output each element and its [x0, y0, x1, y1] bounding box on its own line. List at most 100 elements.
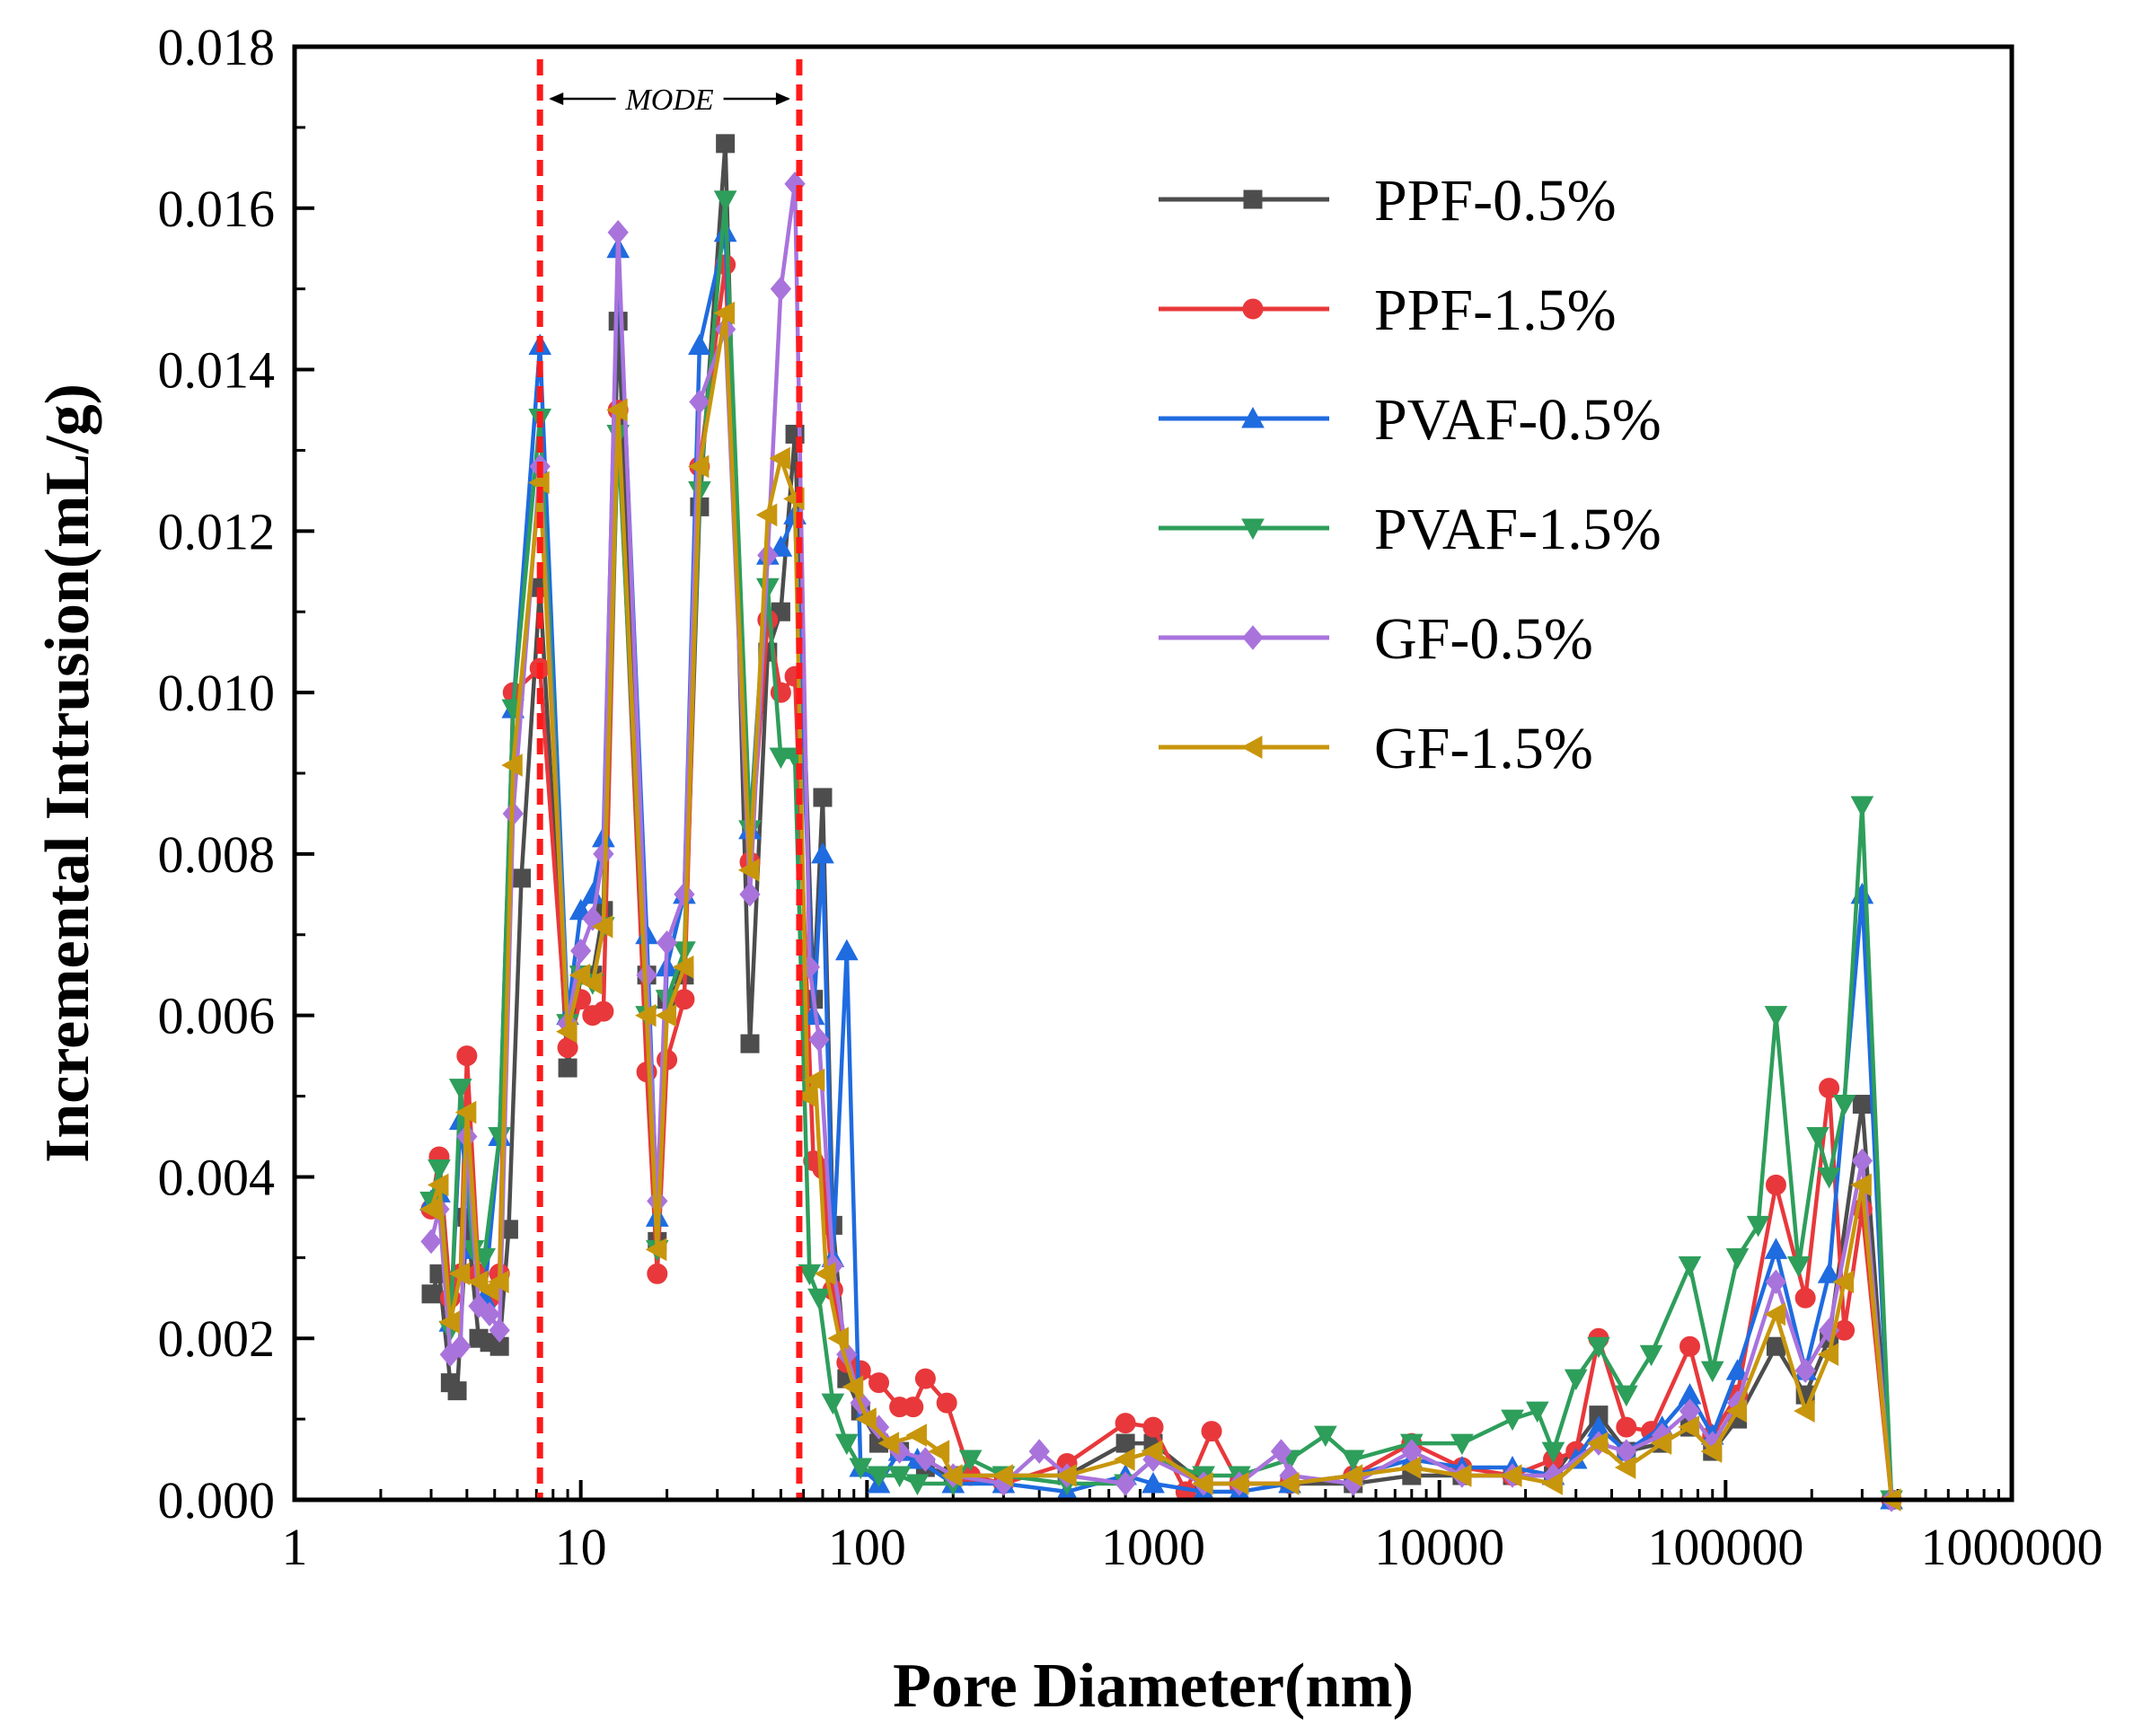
data-point [1055, 1464, 1077, 1487]
data-point [456, 1045, 478, 1067]
y-tick-label: 0.000 [158, 1471, 276, 1529]
data-point [1850, 1173, 1872, 1197]
legend-item: GF-1.5% [1159, 716, 1593, 781]
data-point [674, 989, 695, 1010]
data-point [737, 859, 760, 882]
y-tick-label: 0.004 [158, 1148, 276, 1206]
mode-label: MODE [624, 84, 713, 117]
y-tick-label: 0.018 [158, 18, 276, 76]
data-point [689, 389, 710, 415]
data-point [849, 1458, 873, 1480]
data-point [687, 454, 710, 479]
legend-item: PVAF-0.5% [1159, 387, 1662, 453]
series-line [428, 262, 1894, 1501]
series-line [428, 311, 1894, 1501]
y-axis-title: Incremental Intrusion(mL/g) [33, 383, 102, 1163]
data-point [1142, 1471, 1165, 1494]
data-point [420, 1229, 442, 1255]
data-point [1765, 1269, 1787, 1295]
data-point [814, 1262, 836, 1286]
data-point [740, 1034, 760, 1053]
data-point [739, 882, 761, 907]
data-point [1850, 796, 1874, 817]
x-tick-label: 100 [828, 1518, 906, 1576]
data-point [834, 1433, 859, 1456]
data-point [1725, 1247, 1750, 1270]
data-point [755, 503, 778, 527]
data-point [1725, 1359, 1750, 1380]
data-point [1587, 1336, 1610, 1359]
data-point [1141, 1440, 1163, 1463]
data-point [1764, 1006, 1788, 1027]
data-point [887, 1466, 912, 1488]
data-point [827, 1326, 849, 1351]
data-point [1614, 1385, 1638, 1407]
series-GF-1.5% [419, 301, 1901, 1511]
data-point [1314, 1425, 1337, 1448]
data-point [1700, 1440, 1723, 1463]
data-point [855, 1407, 877, 1431]
legend-label: GF-0.5% [1374, 606, 1593, 672]
data-point [807, 1288, 831, 1310]
data-point [1819, 1078, 1840, 1099]
data-point [1115, 1471, 1136, 1496]
mode-arrowhead-left [549, 93, 564, 105]
data-point [1786, 1256, 1811, 1278]
data-point [1270, 1439, 1292, 1464]
y-tick-label: 0.012 [158, 502, 276, 560]
y-tick-label: 0.016 [158, 180, 276, 238]
data-point [1806, 1127, 1829, 1149]
data-point [1028, 1439, 1050, 1464]
data-point [821, 1393, 845, 1415]
data-point [992, 1464, 1013, 1487]
data-point [454, 1100, 477, 1124]
data-point [808, 1027, 830, 1053]
data-point [656, 930, 678, 956]
data-point [713, 301, 736, 325]
data-point [1525, 1401, 1549, 1423]
data-point [1192, 1472, 1213, 1495]
legend-marker [1242, 625, 1264, 650]
data-point [607, 219, 629, 245]
x-axis-title: Pore Diameter(nm) [893, 1652, 1414, 1721]
data-point [450, 1334, 472, 1359]
mode-arrowhead-right [775, 93, 790, 105]
data-point [489, 1317, 510, 1344]
data-point [1564, 1369, 1588, 1391]
data-point [1678, 1415, 1700, 1439]
x-tick-label: 1 [282, 1518, 308, 1576]
data-point [419, 1197, 441, 1221]
data-point [801, 1003, 825, 1026]
y-tick-label: 0.014 [158, 341, 276, 400]
legend-item: PPF-1.5% [1159, 278, 1617, 343]
x-tick-label: 1000000 [1921, 1518, 2103, 1576]
data-point [905, 1474, 930, 1496]
data-point [512, 868, 532, 888]
data-point [1817, 1343, 1839, 1367]
legend-label: PVAF-1.5% [1374, 497, 1662, 562]
data-point [769, 446, 790, 471]
data-point [448, 1079, 472, 1100]
data-point [842, 1375, 864, 1398]
data-point [447, 1381, 467, 1401]
data-point [811, 842, 834, 864]
data-point [1450, 1433, 1474, 1456]
legend-marker [1240, 736, 1263, 759]
data-point [501, 753, 523, 777]
data-point [1614, 1456, 1636, 1479]
data-point [479, 1301, 500, 1327]
x-tick-label: 10000 [1374, 1518, 1504, 1576]
data-point [591, 914, 613, 938]
data-point [1764, 1238, 1788, 1259]
data-point [570, 938, 592, 964]
data-point [813, 788, 833, 807]
data-point [1678, 1256, 1702, 1278]
data-point [713, 190, 737, 212]
legend-marker [1241, 406, 1265, 428]
series-line [428, 198, 1894, 1501]
data-point [556, 1019, 577, 1044]
legend-label: PPF-0.5% [1374, 168, 1617, 234]
data-point [1650, 1432, 1672, 1455]
legend-label: PVAF-0.5% [1374, 387, 1662, 453]
